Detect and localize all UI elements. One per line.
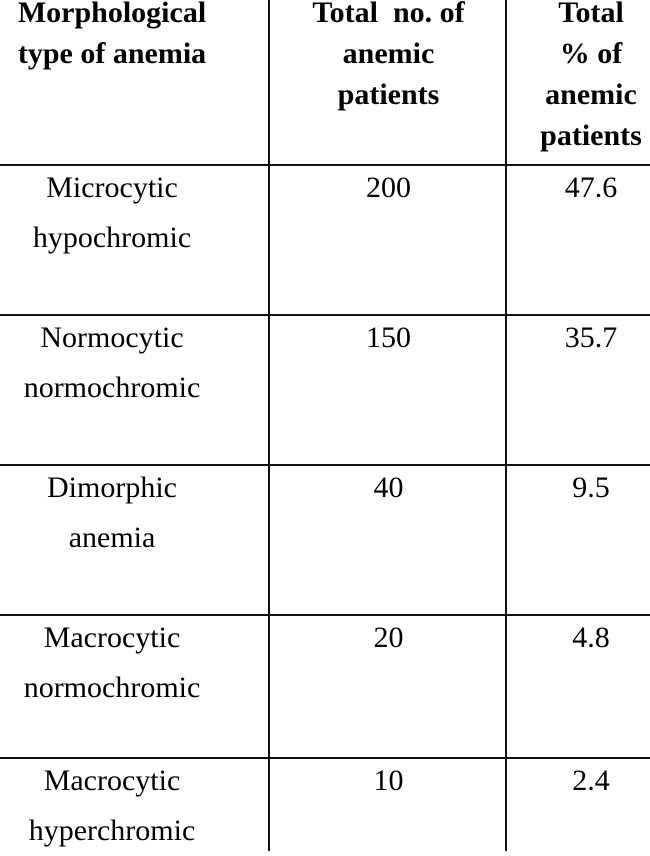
type-line: normochromic: [23, 671, 201, 704]
header-line: type of anemia: [17, 37, 207, 70]
type-line: normochromic: [23, 371, 201, 404]
type-line: anemia: [68, 521, 156, 554]
cell-patient-count: 20: [373, 621, 404, 654]
header-line: patients: [540, 119, 642, 152]
cell-patient-percent: 9.5: [572, 471, 610, 504]
header-line: % of: [559, 37, 623, 70]
cell-patient-percent: 35.7: [564, 321, 618, 354]
cell-patient-percent: 2.4: [572, 764, 610, 797]
header-total-number: Total no. of anemic patients: [271, 0, 506, 115]
type-line: Dimorphic: [47, 471, 177, 504]
cell-anemia-type: Dimorphic anemia: [0, 463, 269, 563]
type-line: Macrocytic: [43, 621, 181, 654]
header-line: Morphological: [17, 0, 207, 29]
cell-patient-count: 10: [373, 764, 404, 797]
row-divider: [0, 757, 650, 759]
cell-anemia-type: Normocytic normochromic: [0, 313, 269, 413]
cell-patient-count: 150: [366, 321, 411, 354]
header-line: anemic: [545, 78, 637, 111]
cell-patient-count: 200: [366, 171, 411, 204]
type-line: hyperchromic: [28, 814, 196, 847]
type-line: Microcytic: [46, 171, 178, 204]
row-divider: [0, 464, 650, 466]
cell-patient-count: 40: [373, 471, 404, 504]
row-divider: [0, 614, 650, 616]
cell-anemia-type: Macrocytic normochromic: [0, 613, 269, 713]
header-morphological-type: Morphological type of anemia: [0, 0, 269, 74]
header-line: Total no. of: [312, 0, 465, 29]
column-divider: [505, 0, 507, 851]
row-divider: [0, 314, 650, 316]
row-divider: [0, 164, 650, 166]
column-divider: [268, 0, 270, 851]
cell-anemia-type: Microcytic hypochromic: [0, 163, 269, 263]
cell-patient-percent: 4.8: [572, 621, 610, 654]
header-total-percent: Total % of anemic patients: [508, 0, 650, 156]
type-line: hypochromic: [32, 221, 192, 254]
header-line: anemic: [342, 37, 435, 70]
cell-patient-percent: 47.6: [564, 171, 618, 204]
type-line: Macrocytic: [43, 764, 181, 797]
type-line: Normocytic: [40, 321, 184, 354]
header-line: Total: [558, 0, 624, 29]
cell-anemia-type: Macrocytic hyperchromic: [0, 756, 269, 856]
header-line: patients: [337, 78, 440, 111]
